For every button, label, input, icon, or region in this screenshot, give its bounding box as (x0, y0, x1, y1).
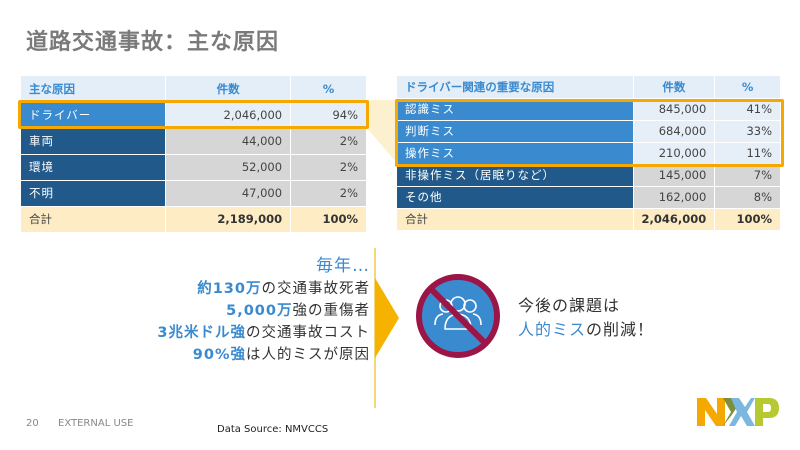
table-row: 判断ミス 684,000 33% (397, 120, 781, 143)
row-count: 2,046,000 (165, 102, 292, 129)
table-row: 車両 44,000 2% (21, 128, 367, 155)
total-pct: 100% (714, 208, 781, 231)
row-pct: 2% (290, 154, 367, 181)
conclusion-text: 今後の課題は 人的ミスの削減！ (518, 294, 654, 342)
facts-heading: 毎年… (316, 256, 370, 276)
table-row: 環境 52,000 2% (21, 154, 367, 181)
row-pct: 2% (290, 128, 367, 155)
row-label: 認識ミス (397, 98, 634, 121)
table-row: ドライバー 2,046,000 94% (21, 102, 367, 129)
total-label: 合計 (21, 206, 167, 233)
table-header-row: 主な原因 件数 % (21, 76, 367, 103)
row-label: 非操作ミス（居眠りなど） (397, 164, 634, 187)
annual-facts: 毎年… 約130万の交通事故死者 5,000万強の重傷者 3兆米ドル強の交通事故… (157, 254, 370, 366)
row-label: 操作ミス (397, 142, 634, 165)
total-count: 2,189,000 (165, 206, 292, 233)
data-source: Data Source: NMVCCS (217, 424, 329, 435)
row-pct: 33% (714, 120, 781, 143)
row-count: 52,000 (165, 154, 292, 181)
row-count: 210,000 (633, 142, 716, 165)
arrow-right-icon (375, 278, 399, 358)
table-row: その他 162,000 8% (397, 186, 781, 209)
row-pct: 41% (714, 98, 781, 121)
column-header: ドライバー関連の重要な原因 (397, 76, 634, 99)
total-count: 2,046,000 (633, 208, 716, 231)
nxp-logo (697, 398, 779, 426)
no-people-icon (416, 274, 500, 358)
conclusion-line-2: 人的ミスの削減！ (518, 320, 655, 339)
row-count: 684,000 (633, 120, 716, 143)
fact-line: 90%強は人的ミスが原因 (192, 347, 370, 363)
row-count: 162,000 (633, 186, 716, 209)
page-number: 20 (26, 418, 39, 429)
row-pct: 11% (714, 142, 781, 165)
fact-line: 5,000万強の重傷者 (226, 303, 370, 319)
row-label: ドライバー (21, 102, 167, 129)
total-label: 合計 (397, 208, 634, 231)
main-causes-table: 主な原因 件数 % ドライバー 2,046,000 94% 車両 44,000 … (21, 76, 367, 233)
column-header: 件数 (633, 76, 716, 99)
row-count: 44,000 (165, 128, 292, 155)
row-count: 845,000 (633, 98, 716, 121)
conclusion-line-1: 今後の課題は (518, 296, 621, 315)
row-pct: 94% (290, 102, 367, 129)
fact-line: 3兆米ドル強の交通事故コスト (157, 325, 370, 341)
total-row: 合計 2,189,000 100% (21, 206, 367, 233)
driver-causes-table: ドライバー関連の重要な原因 件数 % 認識ミス 845,000 41% 判断ミス… (397, 76, 781, 231)
column-header: 件数 (165, 76, 292, 103)
row-count: 145,000 (633, 164, 716, 187)
table-row: 認識ミス 845,000 41% (397, 98, 781, 121)
row-pct: 2% (290, 180, 367, 207)
row-label: 環境 (21, 154, 167, 181)
row-label: その他 (397, 186, 634, 209)
column-header: % (290, 76, 367, 103)
total-row: 合計 2,046,000 100% (397, 208, 781, 231)
row-label: 判断ミス (397, 120, 634, 143)
row-label: 車両 (21, 128, 167, 155)
total-pct: 100% (290, 206, 367, 233)
column-header: 主な原因 (21, 76, 167, 103)
row-pct: 7% (714, 164, 781, 187)
table-header-row: ドライバー関連の重要な原因 件数 % (397, 76, 781, 99)
table-row: 操作ミス 210,000 11% (397, 142, 781, 165)
row-label: 不明 (21, 180, 167, 207)
row-count: 47,000 (165, 180, 292, 207)
classification-label: EXTERNAL USE (58, 418, 134, 429)
fact-line: 約130万の交通事故死者 (197, 281, 370, 297)
row-pct: 8% (714, 186, 781, 209)
column-header: % (714, 76, 781, 99)
table-row: 非操作ミス（居眠りなど） 145,000 7% (397, 164, 781, 187)
slide-title: 道路交通事故：主な原因 (26, 30, 280, 55)
table-row: 不明 47,000 2% (21, 180, 367, 207)
